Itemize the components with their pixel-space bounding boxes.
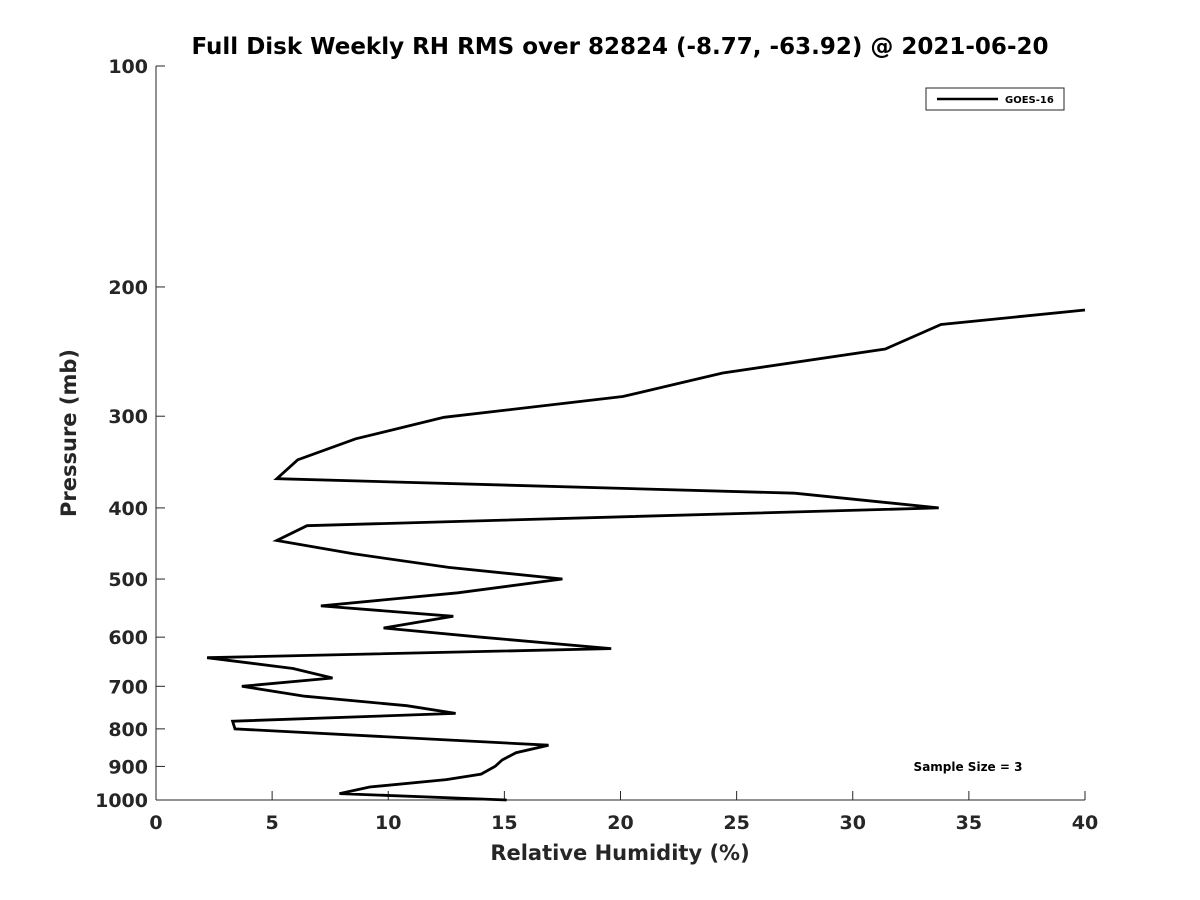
x-tick-label-3: 15 xyxy=(491,812,517,834)
series-line-goes-16 xyxy=(206,308,1086,802)
y-tick-label-5: 600 xyxy=(108,627,148,649)
x-axis-label: Relative Humidity (%) xyxy=(490,841,749,865)
y-axis-ticks: 100 200 300 400 500 600 700 800 900 1000 xyxy=(95,56,165,812)
x-tick-label-0: 0 xyxy=(149,812,162,834)
y-tick-label-1: 200 xyxy=(108,277,148,299)
plot-area xyxy=(156,66,1085,800)
y-tick-label-7: 800 xyxy=(108,719,148,741)
y-tick-label-8: 900 xyxy=(108,756,148,778)
y-tick-label-3: 400 xyxy=(108,498,148,520)
x-tick-label-6: 30 xyxy=(840,812,866,834)
y-axis-label: Pressure (mb) xyxy=(57,349,81,517)
y-tick-label-6: 700 xyxy=(108,676,148,698)
sample-size-annotation: Sample Size = 3 xyxy=(914,760,1023,774)
x-tick-label-2: 10 xyxy=(375,812,401,834)
legend: GOES-16 xyxy=(925,87,1065,111)
x-tick-label-5: 25 xyxy=(723,812,749,834)
x-tick-label-8: 40 xyxy=(1072,812,1098,834)
x-axis-ticks: 0 5 10 15 20 25 30 35 40 xyxy=(149,791,1098,834)
chart-title: Full Disk Weekly RH RMS over 82824 (-8.7… xyxy=(191,34,1048,60)
x-tick-label-4: 20 xyxy=(607,812,633,834)
legend-entry-goes-16: GOES-16 xyxy=(1005,95,1054,106)
y-tick-label-0: 100 xyxy=(108,56,148,78)
x-tick-label-1: 5 xyxy=(266,812,279,834)
x-tick-label-7: 35 xyxy=(956,812,982,834)
y-tick-label-4: 500 xyxy=(108,569,148,591)
series-layer xyxy=(206,308,1086,802)
y-tick-label-2: 300 xyxy=(108,406,148,428)
y-tick-label-9: 1000 xyxy=(95,790,148,812)
